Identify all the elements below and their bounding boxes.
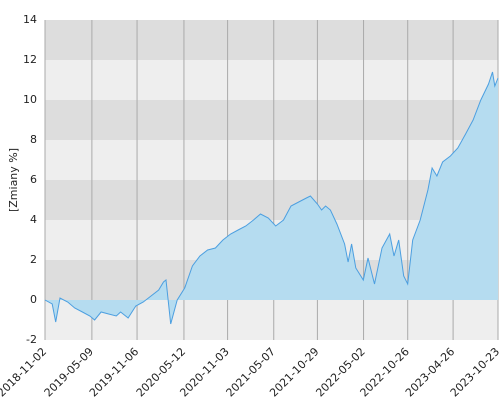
y-tick-label: 6 [30, 173, 37, 186]
grid-band [45, 140, 498, 180]
y-tick-label: 2 [30, 253, 37, 266]
y-tick-label: 8 [30, 133, 37, 146]
y-tick-label: 0 [30, 293, 37, 306]
y-tick-label: 12 [23, 53, 37, 66]
line [44, 71, 499, 325]
grid-band [45, 100, 498, 140]
y-axis-label: [Zmiany %] [7, 148, 20, 212]
grid-band [45, 20, 498, 60]
y-tick-label: -2 [26, 333, 37, 346]
area [45, 72, 498, 324]
y-tick-label: 10 [23, 93, 37, 106]
grid-band [45, 60, 498, 100]
y-tick-label: 14 [23, 13, 37, 26]
y-tick-label: 4 [30, 213, 37, 226]
